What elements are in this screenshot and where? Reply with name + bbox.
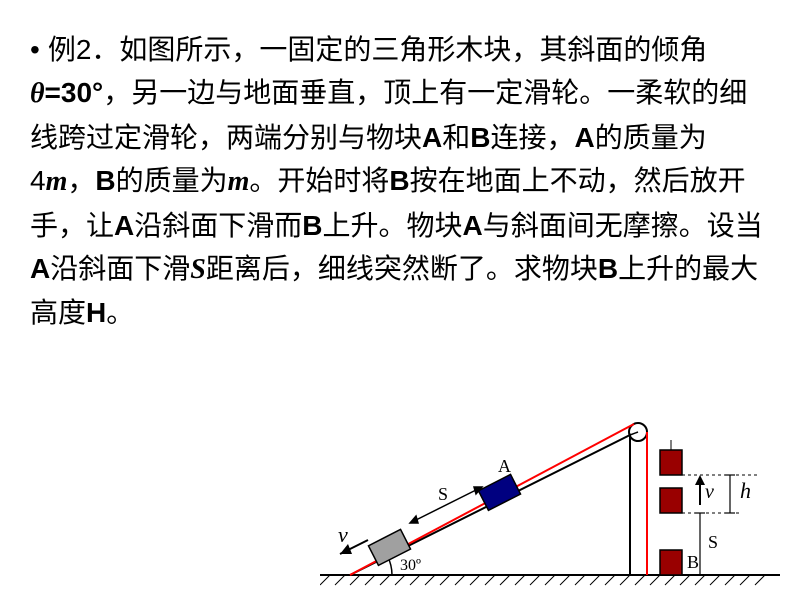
eq30: =30° bbox=[45, 77, 104, 108]
block-b-top bbox=[660, 450, 682, 475]
text-p8: 沿斜面下滑而 bbox=[134, 210, 302, 241]
A4: A bbox=[463, 210, 483, 241]
H1: H bbox=[86, 297, 106, 328]
text-p1: 例2．如图所示，一固定的三角形木块，其斜面的倾角 bbox=[48, 34, 708, 65]
theta: θ bbox=[30, 78, 45, 109]
B3: B bbox=[389, 165, 409, 196]
text-p3: 连接， bbox=[491, 122, 575, 153]
A1: A bbox=[422, 122, 442, 153]
text-p9: 上升。物块 bbox=[323, 210, 463, 241]
label-a: A bbox=[498, 456, 511, 476]
block-b-mid bbox=[660, 488, 682, 513]
label-v-left: v bbox=[338, 522, 348, 547]
B4: B bbox=[302, 210, 322, 241]
label-b: B bbox=[687, 552, 699, 572]
S1: S bbox=[190, 254, 206, 285]
and: 和 bbox=[442, 122, 470, 153]
text-p12: 距离后，细线突然断了。求物块 bbox=[206, 253, 598, 284]
physics-diagram: 30º A S v B S h bbox=[320, 420, 780, 590]
text-p6: 。开始时将 bbox=[249, 165, 389, 196]
pulley-support bbox=[630, 432, 638, 435]
label-s-right: S bbox=[708, 532, 718, 552]
B1: B bbox=[470, 122, 490, 153]
A2: A bbox=[575, 122, 595, 153]
m1: m bbox=[46, 166, 68, 197]
label-s-left: S bbox=[438, 484, 448, 504]
A5: A bbox=[30, 253, 50, 284]
ground-hatch bbox=[320, 575, 765, 585]
problem-text: • 例2．如图所示，一固定的三角形木块，其斜面的倾角θ=30°，另一边与地面垂直… bbox=[30, 28, 770, 335]
text-p5: 的质量为 bbox=[116, 165, 228, 196]
bullet: • bbox=[30, 28, 40, 71]
comma1: ， bbox=[67, 165, 95, 196]
m2: m bbox=[228, 166, 250, 197]
text-p14: 。 bbox=[106, 297, 134, 328]
angle-label: 30º bbox=[400, 557, 421, 574]
text-p10: 与斜面间无摩擦。设当 bbox=[483, 210, 763, 241]
B5: B bbox=[598, 253, 618, 284]
h-bracket bbox=[725, 475, 735, 513]
text-p11: 沿斜面下滑 bbox=[50, 253, 190, 284]
label-v-right: v bbox=[705, 481, 714, 503]
block-b-ground bbox=[660, 550, 682, 575]
v-arrow-right bbox=[695, 475, 705, 505]
B2: B bbox=[95, 165, 115, 196]
A3: A bbox=[114, 210, 134, 241]
block-a bbox=[478, 474, 520, 510]
label-h: h bbox=[740, 478, 751, 503]
